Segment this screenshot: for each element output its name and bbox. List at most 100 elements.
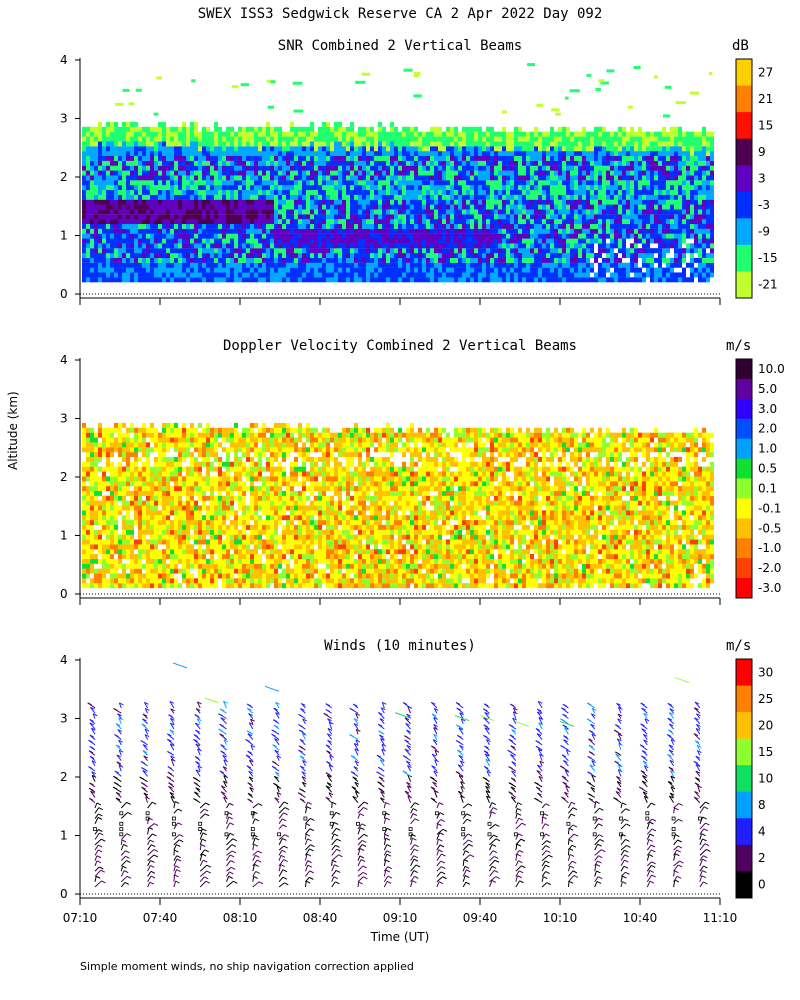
snr-cell: [670, 160, 674, 166]
snr-cell: [514, 223, 518, 229]
snr-cell: [90, 199, 94, 205]
snr-cell: [114, 233, 118, 239]
snr-cell: [466, 189, 470, 195]
snr-cell: [690, 214, 694, 220]
snr-cell: [518, 194, 522, 200]
snr-cell: [94, 267, 98, 273]
snr-cell: [606, 180, 610, 186]
snr-cell: [166, 267, 170, 273]
snr-cell: [450, 223, 454, 229]
snr-cell: [434, 204, 438, 210]
snr-cell: [326, 219, 330, 225]
snr-cell: [298, 199, 302, 205]
snr-cell: [578, 248, 582, 254]
snr-cell: [694, 228, 698, 234]
snr-cell: [358, 248, 362, 254]
snr-cell: [90, 189, 94, 195]
snr-cell: [598, 136, 602, 142]
snr-cell: [130, 141, 134, 147]
snr-cell: [378, 199, 382, 205]
snr-cell: [94, 131, 98, 137]
snr-cell: [90, 194, 94, 200]
snr-cell: [618, 238, 622, 244]
snr-cell: [106, 257, 110, 263]
snr-cell: [374, 160, 378, 166]
snr-cell: [186, 209, 190, 215]
snr-cell: [518, 189, 522, 195]
snr-cell: [222, 204, 226, 210]
snr-cell: [506, 146, 510, 152]
snr-cell: [338, 204, 342, 210]
snr-cell: [106, 209, 110, 215]
snr-cell: [518, 233, 522, 239]
snr-cell: [602, 219, 606, 225]
snr-cell: [646, 272, 650, 278]
snr-cell: [362, 136, 366, 142]
snr-cell: [446, 155, 450, 161]
snr-cell: [390, 165, 394, 171]
snr-cell: [450, 214, 454, 220]
snr-cell: [402, 209, 406, 215]
snr-cell: [90, 209, 94, 215]
snr-cell: [466, 151, 470, 157]
snr-cell: [462, 262, 466, 268]
snr-cell: [214, 189, 218, 195]
snr-cell: [258, 175, 262, 181]
snr-cell: [510, 272, 514, 278]
snr-cell: [182, 223, 186, 229]
snr-cell: [690, 160, 694, 166]
snr-cell: [542, 204, 546, 210]
snr-cell: [282, 233, 286, 239]
snr-cell: [570, 248, 574, 254]
snr-cell: [558, 233, 562, 239]
snr-cell: [262, 194, 266, 200]
snr-cell: [214, 214, 218, 220]
snr-cell: [434, 165, 438, 171]
snr-cell: [142, 209, 146, 215]
snr-cell: [158, 194, 162, 200]
snr-cell: [546, 257, 550, 263]
snr-cell: [242, 209, 246, 215]
snr-cell: [562, 238, 566, 244]
snr-cell: [618, 165, 622, 171]
snr-cell: [242, 185, 246, 191]
snr-cell: [274, 204, 278, 210]
snr-cell: [294, 257, 298, 263]
snr-cell: [654, 180, 658, 186]
snr-cell: [122, 209, 126, 215]
snr-cell: [126, 180, 130, 186]
snr-cell: [282, 238, 286, 244]
snr-cell: [606, 146, 610, 152]
snr-cell: [334, 228, 338, 234]
snr-cell: [258, 214, 262, 220]
snr-cell: [438, 199, 442, 205]
snr-cell: [542, 253, 546, 259]
snr-cell: [546, 151, 550, 157]
snr-cell: [178, 262, 182, 268]
snr-cell: [654, 238, 658, 244]
snr-cell: [118, 170, 122, 176]
snr-cell: [506, 175, 510, 181]
snr-cell: [350, 155, 354, 161]
snr-cell: [298, 141, 302, 147]
snr-cell: [254, 146, 258, 152]
snr-cell: [242, 180, 246, 186]
snr-cell: [598, 180, 602, 186]
snr-cell: [706, 199, 710, 205]
snr-cell: [602, 160, 606, 166]
snr-cell: [150, 165, 154, 171]
snr-cell: [254, 267, 258, 273]
snr-cell: [610, 199, 614, 205]
snr-cell: [626, 194, 630, 200]
snr-cell: [250, 262, 254, 268]
snr-cell: [346, 189, 350, 195]
snr-cell: [182, 121, 186, 127]
snr-cell: [242, 219, 246, 225]
snr-cell: [334, 175, 338, 181]
snr-cell: [182, 233, 186, 239]
snr-cell: [430, 228, 434, 234]
snr-cell: [454, 253, 458, 259]
snr-cell: [290, 253, 294, 259]
snr-cell: [666, 180, 670, 186]
snr-cell: [586, 214, 590, 220]
